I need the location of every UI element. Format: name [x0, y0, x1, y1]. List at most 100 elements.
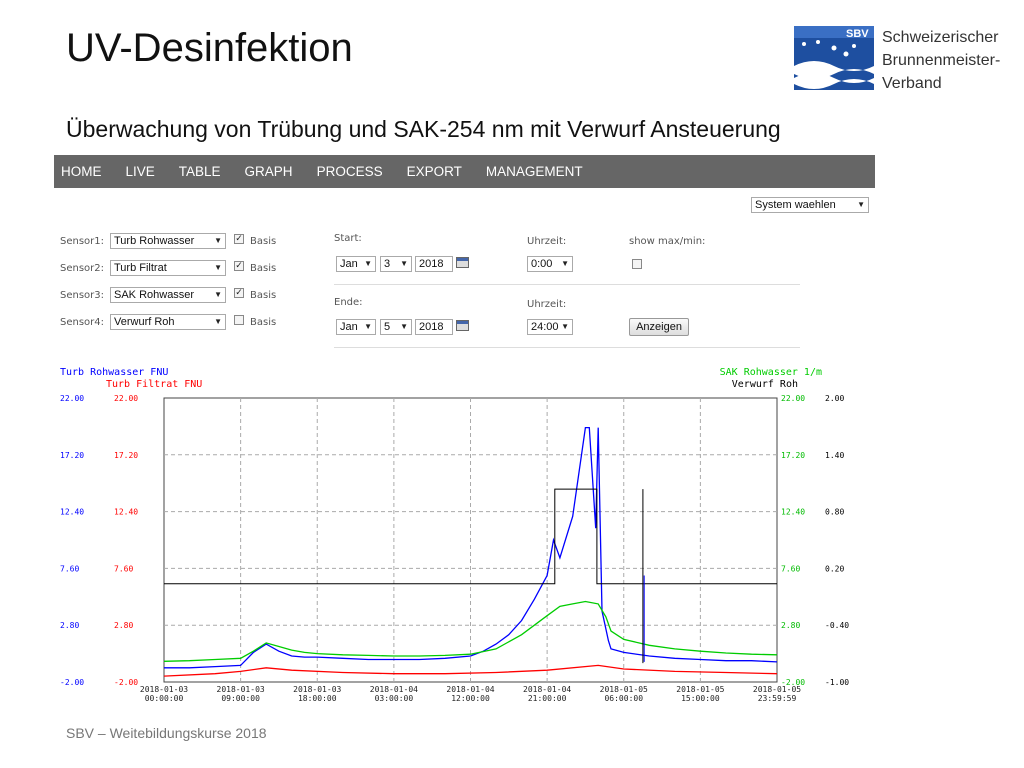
x-tick-label-time: 03:00:00 — [375, 694, 414, 703]
control-panel: System waehlen ▼ Sensor1: Turb Rohwasser… — [54, 190, 875, 350]
start-day-value: 3 — [384, 258, 391, 270]
x-tick-label-time: 18:00:00 — [298, 694, 337, 703]
sensor4-label: Sensor4: — [60, 317, 105, 328]
end-month-select[interactable]: Jan ▼ — [336, 319, 376, 335]
logo-line-3: Verband — [882, 75, 942, 92]
y-left-tick-label: -2.00 — [60, 678, 84, 687]
time-end-select[interactable]: 24:00 ▼ — [527, 319, 573, 335]
y-right-axis-title-2: Verwurf Roh — [732, 379, 798, 390]
time-start-select[interactable]: 0:00 ▼ — [527, 256, 573, 272]
y-left-tick-label: 22.00 — [60, 394, 84, 403]
time-start-value: 0:00 — [531, 258, 553, 270]
nav-export[interactable]: EXPORT — [406, 164, 462, 179]
chevron-down-icon: ▼ — [214, 263, 222, 272]
time-start-label: Uhrzeit: — [527, 236, 567, 247]
y-right-tick-label-2: -0.40 — [825, 621, 849, 630]
chevron-down-icon: ▼ — [214, 317, 222, 326]
sensor2-select[interactable]: Turb Filtrat ▼ — [110, 260, 226, 276]
sensor4-select[interactable]: Verwurf Roh ▼ — [110, 314, 226, 330]
chevron-down-icon: ▼ — [561, 322, 569, 331]
x-tick-label-time: 12:00:00 — [451, 694, 490, 703]
x-tick-label-date: 2018-01-04 — [370, 685, 418, 694]
y-right-tick-label: 17.20 — [781, 451, 805, 460]
end-label: Ende: — [334, 297, 363, 308]
show-maxmin-label: show max/min: — [629, 236, 706, 247]
y-left-tick-label-2: 12.40 — [114, 508, 138, 517]
sensor3-select[interactable]: SAK Rohwasser ▼ — [110, 287, 226, 303]
chart-container: 22.00 22.00 22.00 2.00 17.20 17.20 17.20 1.40 12… — [54, 360, 854, 710]
logo-text: Schweizerischer Brunnenmeister- Verband — [882, 26, 1000, 95]
start-day-select[interactable]: 3 ▼ — [380, 256, 412, 272]
nav-graph[interactable]: GRAPH — [244, 164, 293, 179]
sensor1-basis-checkbox[interactable]: ✓ — [234, 234, 244, 244]
sensor2-basis-checkbox[interactable]: ✓ — [234, 261, 244, 271]
sensor1-select[interactable]: Turb Rohwasser ▼ — [110, 233, 226, 249]
y-left-axis-title-2: Turb Filtrat FNU — [106, 379, 202, 390]
chevron-down-icon: ▼ — [364, 322, 372, 331]
y-right-tick-label-2: 1.40 — [825, 451, 844, 460]
y-right-tick-label: 22.00 — [781, 394, 805, 403]
sbv-logo-emblem: SBV — [794, 26, 874, 90]
chevron-down-icon: ▼ — [857, 200, 865, 209]
start-year-value: 2018 — [419, 258, 444, 270]
x-tick-label-date: 2018-01-04 — [523, 685, 571, 694]
end-day-select[interactable]: 5 ▼ — [380, 319, 412, 335]
chevron-down-icon: ▼ — [214, 236, 222, 245]
x-tick-label-time: 00:00:00 — [145, 694, 184, 703]
series-line-1 — [163, 664, 778, 677]
time-end-label: Uhrzeit: — [527, 299, 567, 310]
start-month-select[interactable]: Jan ▼ — [336, 256, 376, 272]
sensor4-basis-label: Basis — [250, 317, 277, 328]
sensor1-value: Turb Rohwasser — [114, 235, 195, 247]
y-right-tick-label-2: -1.00 — [825, 678, 849, 687]
y-left-tick-label: 12.40 — [60, 508, 84, 517]
logo-line-1: Schweizerischer — [882, 29, 999, 46]
sensor1-basis-label: Basis — [250, 236, 277, 247]
calendar-icon[interactable] — [456, 257, 469, 268]
x-tick-label-time: 06:00:00 — [604, 694, 643, 703]
calendar-icon[interactable] — [456, 320, 469, 331]
logo-badge-text: SBV — [846, 28, 869, 40]
x-tick-label-date: 2018-01-05 — [600, 685, 648, 694]
x-tick-label-date: 2018-01-03 — [293, 685, 341, 694]
y-left-tick-label: 17.20 — [60, 451, 84, 460]
nav-process[interactable]: PROCESS — [316, 164, 383, 179]
slide-title: UV-Desinfektion — [66, 26, 353, 70]
x-tick-label-date: 2018-01-03 — [217, 685, 265, 694]
sensor3-label: Sensor3: — [60, 290, 105, 301]
y-right-tick-label: -2.00 — [781, 678, 805, 687]
chevron-down-icon: ▼ — [364, 259, 372, 268]
series-line-2 — [163, 600, 778, 662]
system-select[interactable]: System waehlen ▼ — [751, 197, 869, 213]
x-tick-label-date: 2018-01-05 — [676, 685, 724, 694]
nav-table[interactable]: TABLE — [178, 164, 221, 179]
show-button[interactable]: Anzeigen — [629, 318, 689, 336]
end-year-input[interactable]: 2018 — [415, 319, 453, 335]
slide-footer: SBV – Weitebildungskurse 2018 — [66, 725, 267, 741]
logo-line-2: Brunnenmeister- — [882, 52, 1001, 69]
y-left-tick-label-2: -2.00 — [114, 678, 138, 687]
start-label: Start: — [334, 233, 362, 244]
x-tick-label-date: 2018-01-03 — [140, 685, 188, 694]
start-year-input[interactable]: 2018 — [415, 256, 453, 272]
sensor4-basis-checkbox[interactable] — [234, 315, 244, 325]
sensor3-basis-checkbox[interactable]: ✓ — [234, 288, 244, 298]
show-maxmin-checkbox[interactable] — [632, 259, 642, 269]
nav-live[interactable]: LIVE — [125, 164, 155, 179]
chevron-down-icon: ▼ — [214, 290, 222, 299]
chevron-down-icon: ▼ — [561, 259, 569, 268]
y-right-tick-label-2: 0.80 — [825, 508, 844, 517]
trend-chart: 22.00 22.00 22.00 2.00 17.20 17.20 17.20 1.40 12… — [60, 367, 849, 703]
y-right-tick-label: 7.60 — [781, 564, 800, 573]
slide-subtitle: Überwachung von Trübung und SAK-254 nm m… — [66, 116, 781, 142]
nav-management[interactable]: MANAGEMENT — [485, 164, 583, 179]
y-right-tick-label-2: 0.20 — [825, 564, 844, 573]
x-tick-label-date: 2018-01-05 — [753, 685, 801, 694]
sbv-logo: SBV Schweizerischer Brunnenmeister- Verb… — [794, 26, 1014, 96]
end-year-value: 2018 — [419, 321, 444, 333]
series-line-3 — [164, 488, 777, 585]
end-day-value: 5 — [384, 321, 391, 333]
nav-home[interactable]: HOME — [61, 164, 102, 179]
y-left-tick-label-2: 7.60 — [114, 564, 133, 573]
y-left-tick-label-2: 22.00 — [114, 394, 138, 403]
